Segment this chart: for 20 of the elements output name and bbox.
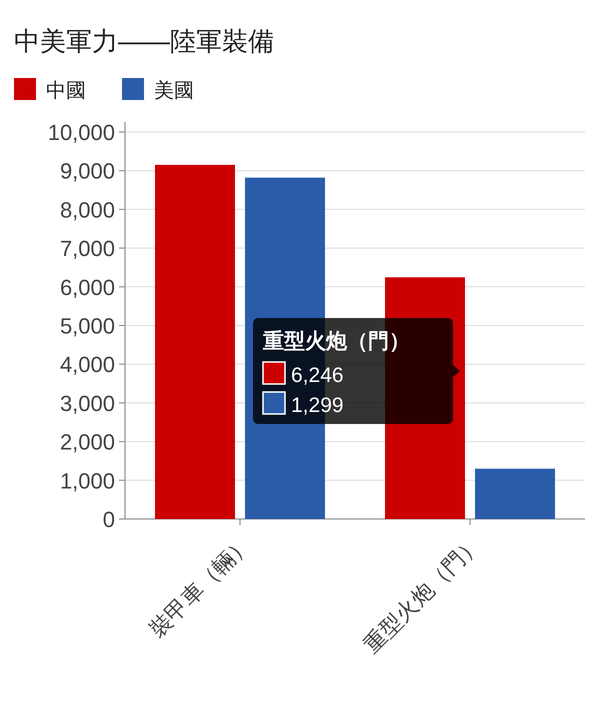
y-tick-label: 7,000 — [60, 236, 115, 262]
y-tick-label: 8,000 — [60, 197, 115, 222]
x-tick-label: 裝甲車（輛） — [144, 530, 256, 642]
y-tick-label: 0 — [102, 507, 115, 532]
legend-label: 美國 — [154, 79, 194, 102]
legend-label: 中國 — [46, 80, 86, 102]
annotation: 重型火炮（門） — [262, 330, 410, 353]
bar — [155, 164, 235, 519]
chart-title: 中美軍力——陸軍裝備 — [14, 26, 274, 56]
y-tick-label: 5,000 — [60, 314, 115, 338]
y-tick-label: 4,000 — [60, 352, 115, 378]
y-tick-label: 6,000 — [60, 274, 115, 300]
annotation: 6,246 — [291, 364, 344, 387]
y-tick-label: 3,000 — [60, 390, 115, 416]
annotation: 1,299 — [291, 394, 344, 417]
y-tick-label: 10,000 — [48, 120, 115, 145]
bar — [475, 468, 555, 519]
y-tick-label: 1,000 — [60, 468, 115, 494]
y-tick-label: 9,000 — [60, 158, 115, 184]
y-tick-label: 2,000 — [60, 430, 115, 455]
